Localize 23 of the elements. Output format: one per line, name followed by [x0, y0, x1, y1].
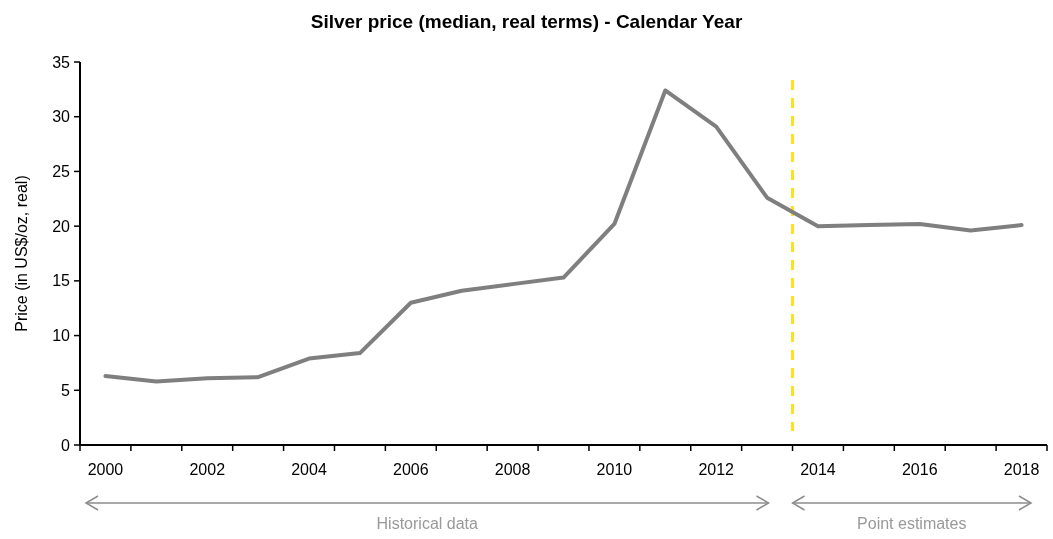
x-tick-label: 2006 [393, 461, 429, 478]
chart-title: Silver price (median, real terms) - Calendar Year [310, 11, 743, 32]
y-tick-label: 30 [52, 108, 71, 126]
y-tick-label: 5 [61, 381, 71, 399]
text: Point estimates [857, 515, 967, 532]
x-tick-label: 2010 [596, 461, 633, 478]
y-tick-label: 25 [52, 163, 71, 181]
x-tick-label: 2004 [291, 461, 327, 478]
y-tick-label: 0 [61, 436, 71, 454]
x-tick-label: 2012 [698, 461, 735, 478]
y-tick-label: 20 [52, 217, 71, 235]
x-tick-label: 2014 [800, 461, 836, 478]
text: Historical data [376, 515, 479, 532]
x-tick-label: 2000 [87, 461, 124, 478]
y-tick-label: 10 [52, 327, 71, 345]
line-series [103, 88, 1024, 384]
y-tick-label: 35 [52, 53, 71, 71]
y-axis-title: Price (in US$/oz, real) [13, 175, 30, 332]
x-tick-label: 2016 [901, 461, 938, 478]
x-tick-label: 2018 [1003, 461, 1040, 478]
y-tick-label: 15 [52, 272, 71, 290]
x-tick-label: 2008 [494, 461, 531, 478]
x-tick-label: 2002 [189, 461, 226, 478]
